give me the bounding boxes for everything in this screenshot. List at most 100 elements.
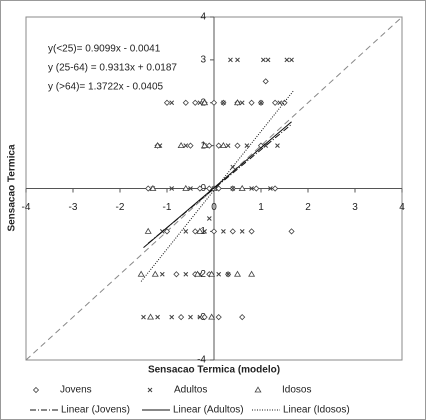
point-idosos xyxy=(149,184,157,191)
point-adultos xyxy=(141,314,146,320)
point-adultos xyxy=(197,100,203,106)
x-tick-label: -4 xyxy=(22,202,31,213)
point-adultos xyxy=(268,186,273,191)
point-idosos xyxy=(201,142,209,149)
point-idosos xyxy=(144,227,152,234)
y-tick-label: -2 xyxy=(197,269,206,280)
point-jovens xyxy=(215,142,222,149)
point-adultos xyxy=(239,100,245,106)
trendline xyxy=(140,89,295,282)
trendline xyxy=(147,123,292,244)
point-jovens xyxy=(215,185,222,192)
point-adultos xyxy=(183,271,189,277)
point-jovens xyxy=(248,99,255,106)
y-tick-label: -4 xyxy=(197,355,206,366)
legend-label: Jovens xyxy=(60,385,92,396)
point-idosos xyxy=(196,227,204,234)
point-adultos xyxy=(260,57,266,63)
point-adultos xyxy=(284,57,290,63)
point-jovens xyxy=(201,314,208,321)
point-idosos xyxy=(151,270,159,277)
point-adultos xyxy=(169,100,175,106)
point-idosos xyxy=(208,313,216,320)
point-adultos xyxy=(197,314,203,320)
point-adultos xyxy=(221,100,226,106)
point-adultos xyxy=(188,314,193,320)
legend-marker xyxy=(32,386,40,394)
x-tick-label: -1 xyxy=(163,202,172,213)
point-jovens xyxy=(178,314,185,321)
point-jovens xyxy=(210,228,218,235)
x-tick-label: 4 xyxy=(399,202,405,213)
point-jovens xyxy=(206,142,213,149)
point-adultos xyxy=(289,57,294,63)
point-jovens xyxy=(163,228,171,235)
point-adultos xyxy=(225,143,231,148)
equation: y (>64)= 1.3722x - 0.0405 xyxy=(48,82,164,93)
point-jovens xyxy=(288,228,295,235)
point-jovens xyxy=(210,99,218,106)
point-adultos xyxy=(216,271,222,277)
point-adultos xyxy=(258,100,264,106)
point-adultos xyxy=(188,186,193,191)
point-adultos xyxy=(183,229,189,234)
point-adultos xyxy=(277,100,283,106)
point-idosos xyxy=(137,270,145,277)
point-adultos xyxy=(202,229,207,234)
point-idosos xyxy=(219,142,227,149)
x-tick-label: 2 xyxy=(305,202,311,213)
point-adultos xyxy=(275,143,280,148)
x-tick-label: 3 xyxy=(352,202,358,213)
point-jovens xyxy=(272,99,279,106)
point-adultos xyxy=(228,57,233,63)
point-jovens xyxy=(173,271,180,278)
point-jovens xyxy=(215,314,222,321)
point-jovens xyxy=(163,99,171,106)
x-tick-label: -2 xyxy=(116,202,125,213)
point-adultos xyxy=(159,271,165,277)
point-adultos xyxy=(265,57,271,63)
point-jovens xyxy=(192,228,199,235)
point-adultos xyxy=(225,271,231,277)
point-adultos xyxy=(221,229,226,234)
legend-label: Linear (Jovens) xyxy=(61,405,130,416)
point-idosos xyxy=(194,270,202,277)
point-idosos xyxy=(234,99,241,106)
point-idosos xyxy=(238,184,246,191)
point-jovens xyxy=(239,314,246,321)
point-adultos xyxy=(235,57,240,63)
point-jovens xyxy=(234,142,241,149)
point-adultos xyxy=(155,314,160,320)
point-adultos xyxy=(230,164,236,170)
y-tick-label: 4 xyxy=(200,12,206,23)
point-adultos xyxy=(239,229,245,234)
x-axis-label: Sensacao Termica (modelo) xyxy=(148,365,280,376)
point-adultos xyxy=(206,216,212,221)
point-idosos xyxy=(154,142,162,149)
legend-label: Idosos xyxy=(282,385,311,396)
point-idosos xyxy=(234,270,241,277)
point-idosos xyxy=(177,142,185,149)
point-idosos xyxy=(208,270,216,277)
legend-label: Linear (Idosos) xyxy=(283,405,350,416)
equation: y (25-64) = 0.9313x + 0.0187 xyxy=(48,63,177,74)
point-jovens xyxy=(196,185,203,192)
point-jovens xyxy=(262,78,269,85)
legend-label: Adultos xyxy=(174,385,207,396)
point-jovens xyxy=(145,185,152,192)
point-idosos xyxy=(248,270,256,277)
point-adultos xyxy=(249,186,254,191)
point-jovens xyxy=(187,142,194,149)
y-tick-label: 3 xyxy=(200,55,206,66)
equation: y(<25)= 0.9099x - 0.0041 xyxy=(48,44,161,55)
x-tick-label: 0 xyxy=(211,202,217,213)
point-idosos xyxy=(182,184,190,191)
point-jovens xyxy=(248,228,255,235)
trendline xyxy=(143,121,292,248)
point-jovens xyxy=(253,185,260,192)
point-adultos xyxy=(169,314,175,320)
point-adultos xyxy=(230,186,236,191)
point-jovens xyxy=(206,185,213,192)
point-jovens xyxy=(192,99,199,106)
